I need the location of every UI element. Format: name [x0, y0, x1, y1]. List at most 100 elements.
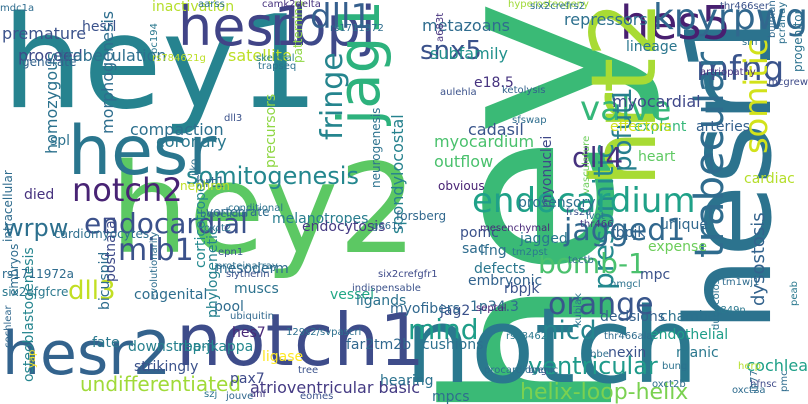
word-phylogenetic: phylogenetic: [205, 227, 221, 318]
word-myofibers: myofibers: [390, 301, 460, 317]
word-hmgcl: hmgcl: [610, 279, 641, 290]
word-evolutionarily: evolutionarily: [149, 231, 160, 300]
word-anf: anf: [250, 389, 266, 400]
word-subfamily: subfamily: [430, 44, 509, 63]
word-frs2a: frs2a: [566, 207, 592, 218]
word-mfng: mfng: [696, 49, 785, 89]
word-chamber: chamber: [660, 309, 723, 325]
word-forsberg: forsberg: [396, 209, 447, 223]
word-dysostosis: dysostosis: [748, 212, 769, 306]
word-myocardium: myocardium: [434, 132, 535, 151]
word-septal: septal: [476, 303, 507, 314]
word-mpcs: mpcs: [432, 389, 470, 404]
word-mdc1a: mdc1a: [0, 3, 35, 14]
word-rbpj: rbpj: [270, 0, 376, 58]
word-ketolysis: ketolysis: [502, 85, 546, 96]
word-hearing: hearing: [380, 373, 434, 389]
word-vessel: vessel: [330, 287, 374, 303]
word-thr466: thr466: [580, 219, 614, 230]
word-hfnsc: hfnsc: [750, 379, 777, 390]
word-effectors: effectors: [610, 119, 672, 135]
word-trabeculation: trabeculation: [60, 46, 167, 65]
word-jag2: jag2: [440, 303, 471, 319]
word-hes1: hes1: [178, 0, 308, 58]
word-dll4: dll4: [572, 141, 624, 174]
word-thr466ser: thr466ser: [720, 1, 769, 12]
word-cochlea: cochlea: [746, 356, 808, 375]
word-ligase: ligase: [262, 349, 304, 365]
word-decisions: decisions: [600, 309, 666, 325]
word-valve: valve: [580, 89, 672, 129]
word-orange: orange: [548, 287, 654, 322]
word-unique: unique: [660, 217, 709, 233]
word-six2efgfcre: six2efgfcre: [2, 285, 69, 299]
word-oxct2: oxct2: [204, 223, 232, 234]
word-defects: defects: [474, 261, 526, 277]
word-cardiac: cardiac: [744, 171, 795, 187]
word-satellite: satellite: [228, 46, 292, 65]
word-hesr: hesr: [68, 112, 217, 191]
word-intracellular: intracellular: [1, 170, 15, 242]
word-slytherin: slytherin: [226, 269, 270, 280]
word-hes7: hes7: [232, 325, 266, 341]
word-outflow: outflow: [434, 152, 494, 171]
word-1p34-3: 1p34.3: [470, 299, 519, 315]
word-mib1: mib1: [118, 233, 194, 268]
word-snx5: snx5: [420, 36, 482, 66]
word-dll3: dll3: [68, 276, 116, 306]
word-kpyrpwg: kpyrpwg: [653, 0, 808, 38]
word-lineage: lineage: [626, 39, 678, 55]
word-six2crefrs2: six2crefrs2: [530, 1, 586, 12]
word-vertebrate: vertebrate: [206, 205, 270, 219]
word-jlko: jlko: [189, 158, 200, 176]
word-lvot: lvot: [586, 211, 605, 222]
word-oxct2b: oxct2b: [652, 379, 686, 390]
word-congenital: congenital: [134, 287, 208, 303]
word-rs784621g: rs784621g: [152, 53, 206, 64]
word-kubiak: kubiak: [573, 293, 584, 326]
word-tectb: tectb: [568, 255, 594, 266]
word-pmc: pmc: [779, 370, 790, 392]
word-morphogenesis: morphogenesis: [98, 10, 117, 134]
word-aulehla: aulehla: [440, 87, 477, 98]
word-jagged1: jagged1: [564, 213, 686, 248]
word-pomc: pomc: [460, 225, 499, 241]
word-129s2-svpascrl: 129s2/svpascrl: [286, 327, 362, 338]
word-hesrl: hesrl: [82, 19, 117, 35]
word-sfswap: sfswap: [512, 115, 547, 126]
word-peab: peab: [789, 281, 800, 306]
word-oxct2a: oxct2a: [732, 385, 766, 396]
word-ligands: ligands: [356, 293, 407, 309]
word-cadasil: cadasil: [468, 120, 524, 139]
word-muscs: muscs: [234, 281, 279, 297]
word-obvious: obvious: [438, 179, 485, 193]
word-conditional: conditional: [228, 203, 284, 214]
word-dll1: dll1: [310, 0, 373, 37]
word-eomes: eomes: [300, 391, 334, 402]
word-expense: expense: [648, 239, 707, 255]
word-dll3-small: dll3: [224, 113, 243, 124]
word-nicd: nicd: [542, 316, 597, 346]
word-inactivation: inactivation: [152, 0, 235, 15]
word-atrioventricular-basic: atrioventricular basic: [250, 378, 421, 397]
word-srn: srn: [742, 37, 758, 48]
word-prosensory: prosensory: [518, 195, 596, 211]
word-e18-5: e18.5: [474, 75, 514, 91]
word-hyperosteogeny: hyperosteogeny: [508, 0, 589, 10]
word-cushions: cushions: [422, 337, 484, 353]
word-mind: mind: [408, 313, 479, 346]
word-sac: sac: [462, 241, 486, 257]
word-tm2pst: tm2pst: [512, 247, 548, 258]
word-jagged: jagged: [520, 231, 568, 247]
word-bbe: bbe: [590, 349, 609, 360]
word-strikingly: strikingly: [134, 359, 199, 375]
word-borrelidin: borrelidin: [200, 209, 248, 220]
word-hrt1: hrt1: [196, 175, 226, 191]
word-precursors: precursors: [263, 93, 279, 168]
word-progenitor: progenitor: [791, 9, 805, 72]
word-mesenchymal: mesenchymal: [480, 223, 550, 234]
word-died: died: [24, 187, 55, 203]
word-compaction: compaction: [130, 120, 224, 139]
word-arteries: arteries: [696, 119, 750, 135]
word-mesoderm: mesoderm: [214, 261, 289, 277]
